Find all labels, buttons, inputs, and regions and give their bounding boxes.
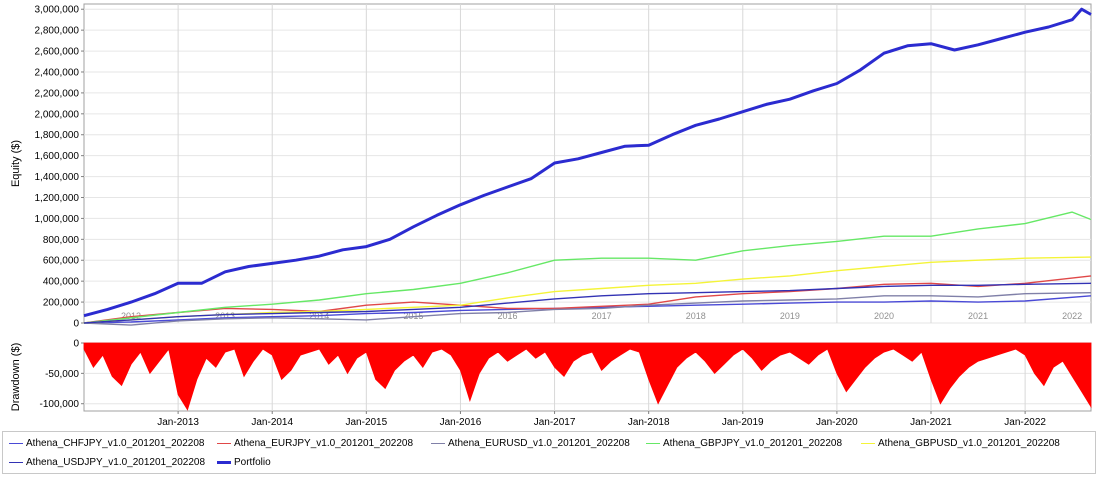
legend-swatch-gbpjpy <box>646 442 660 444</box>
equity-ytick-label: 2,200,000 <box>35 88 80 99</box>
equity-year-label: 2013 <box>215 311 235 321</box>
drawdown-xtick-label: Jan-2019 <box>722 417 764 428</box>
equity-ytick-label: 800,000 <box>43 235 80 246</box>
legend-label: Athena_EURUSD_v1.0_201201_202208 <box>448 438 630 449</box>
drawdown-xtick-label: Jan-2022 <box>1004 417 1046 428</box>
legend-swatch-chfjpy <box>9 442 23 444</box>
equity-series-line-2 <box>83 292 1092 326</box>
equity-year-label: 2017 <box>592 311 612 321</box>
equity-ytick-label: 1,400,000 <box>35 172 80 183</box>
equity-ytick-label: 2,000,000 <box>35 109 80 120</box>
legend-label: Athena_GBPJPY_v1.0_201201_202208 <box>663 438 843 449</box>
equity-ytick-label: 2,800,000 <box>35 26 80 37</box>
legend-item-gbpusd[interactable]: Athena_GBPUSD_v1.0_201201_202208 <box>861 438 1060 449</box>
drawdown-ytick-label: -100,000 <box>40 399 80 410</box>
drawdown-xtick-label: Jan-2021 <box>910 417 952 428</box>
equity-ytick-label: 2,600,000 <box>35 47 80 58</box>
legend-item-eurjpy[interactable]: Athena_EURJPY_v1.0_201201_202208 <box>217 438 413 449</box>
drawdown-xtick-label: Jan-2020 <box>816 417 858 428</box>
legend-label: Athena_EURJPY_v1.0_201201_202208 <box>234 438 414 449</box>
legend-item-usdjpy[interactable]: Athena_USDJPY_v1.0_201201_202208 <box>9 457 205 468</box>
legend-label: Athena_GBPUSD_v1.0_201201_202208 <box>878 438 1060 449</box>
equity-ytick-label: 400,000 <box>43 277 80 288</box>
equity-plot-area <box>83 3 1092 324</box>
equity-year-label: 2012 <box>121 311 141 321</box>
legend-item-eurusd[interactable]: Athena_EURUSD_v1.0_201201_202208 <box>431 438 630 449</box>
legend-swatch-usdjpy <box>9 461 23 463</box>
drawdown-xtick-label: Jan-2014 <box>251 417 293 428</box>
equity-year-label: 2022 <box>1062 311 1082 321</box>
drawdown-area <box>83 342 1092 411</box>
equity-ytick-label: 2,400,000 <box>35 67 80 78</box>
drawdown-panel: 0 -50,000 -100,000 Jan-2013 Jan-2014 Jan-2015… <box>10 339 1092 428</box>
legend-label: Athena_USDJPY_v1.0_201201_202208 <box>26 457 206 468</box>
drawdown-ytick-label: -50,000 <box>45 369 79 380</box>
equity-ytick-label: 0 <box>73 319 79 330</box>
equity-ytick-label: 1,800,000 <box>35 130 80 141</box>
legend-item-gbpjpy[interactable]: Athena_GBPJPY_v1.0_201201_202208 <box>646 438 842 449</box>
equity-ytick-label: 1,600,000 <box>35 151 80 162</box>
legend-swatch-eurusd <box>431 442 445 444</box>
drawdown-ytick-label: 0 <box>73 339 79 350</box>
equity-ytick-label: 600,000 <box>43 256 80 267</box>
equity-ytick-label: 200,000 <box>43 298 80 309</box>
drawdown-xtick-label: Jan-2018 <box>628 417 670 428</box>
equity-year-label: 2016 <box>497 311 517 321</box>
legend-label: Athena_CHFJPY_v1.0_201201_202208 <box>26 438 205 449</box>
equity-year-label: 2019 <box>780 311 800 321</box>
legend-item-portfolio[interactable]: Portfolio <box>217 457 271 468</box>
drawdown-xtick-label: Jan-2015 <box>345 417 387 428</box>
legend-label: Portfolio <box>234 457 271 468</box>
equity-panel: 0 200,000 400,000 600,000 800,000 1,000,000 1,… <box>10 3 1092 330</box>
drawdown-xtick-label: Jan-2017 <box>534 417 576 428</box>
equity-ytick-label: 1,200,000 <box>35 193 80 204</box>
legend-swatch-eurjpy <box>217 442 231 444</box>
legend-swatch-gbpusd <box>861 442 875 444</box>
drawdown-y-axis-label: Drawdown ($) <box>10 343 22 411</box>
equity-series-line-3 <box>83 211 1092 324</box>
equity-series-line-5 <box>83 282 1092 324</box>
equity-series-line-1 <box>83 275 1092 324</box>
equity-ytick-label: 1,000,000 <box>35 214 80 225</box>
equity-year-label: 2018 <box>686 311 706 321</box>
equity-year-label: 2021 <box>968 311 988 321</box>
legend-item-chfjpy[interactable]: Athena_CHFJPY_v1.0_201201_202208 <box>9 438 204 449</box>
legend-swatch-portfolio <box>217 460 231 464</box>
equity-series-line-6 <box>83 7 1092 318</box>
legend: Athena_CHFJPY_v1.0_201201_202208 Athena_… <box>2 431 1096 474</box>
equity-year-label: 2020 <box>874 311 894 321</box>
drawdown-xtick-label: Jan-2016 <box>440 417 482 428</box>
chart-canvas: 0 200,000 400,000 600,000 800,000 1,000,000 1,… <box>10 3 1092 428</box>
equity-ytick-label: 3,000,000 <box>35 5 80 16</box>
equity-y-axis-label: Equity ($) <box>10 140 22 187</box>
drawdown-xtick-label: Jan-2013 <box>157 417 199 428</box>
